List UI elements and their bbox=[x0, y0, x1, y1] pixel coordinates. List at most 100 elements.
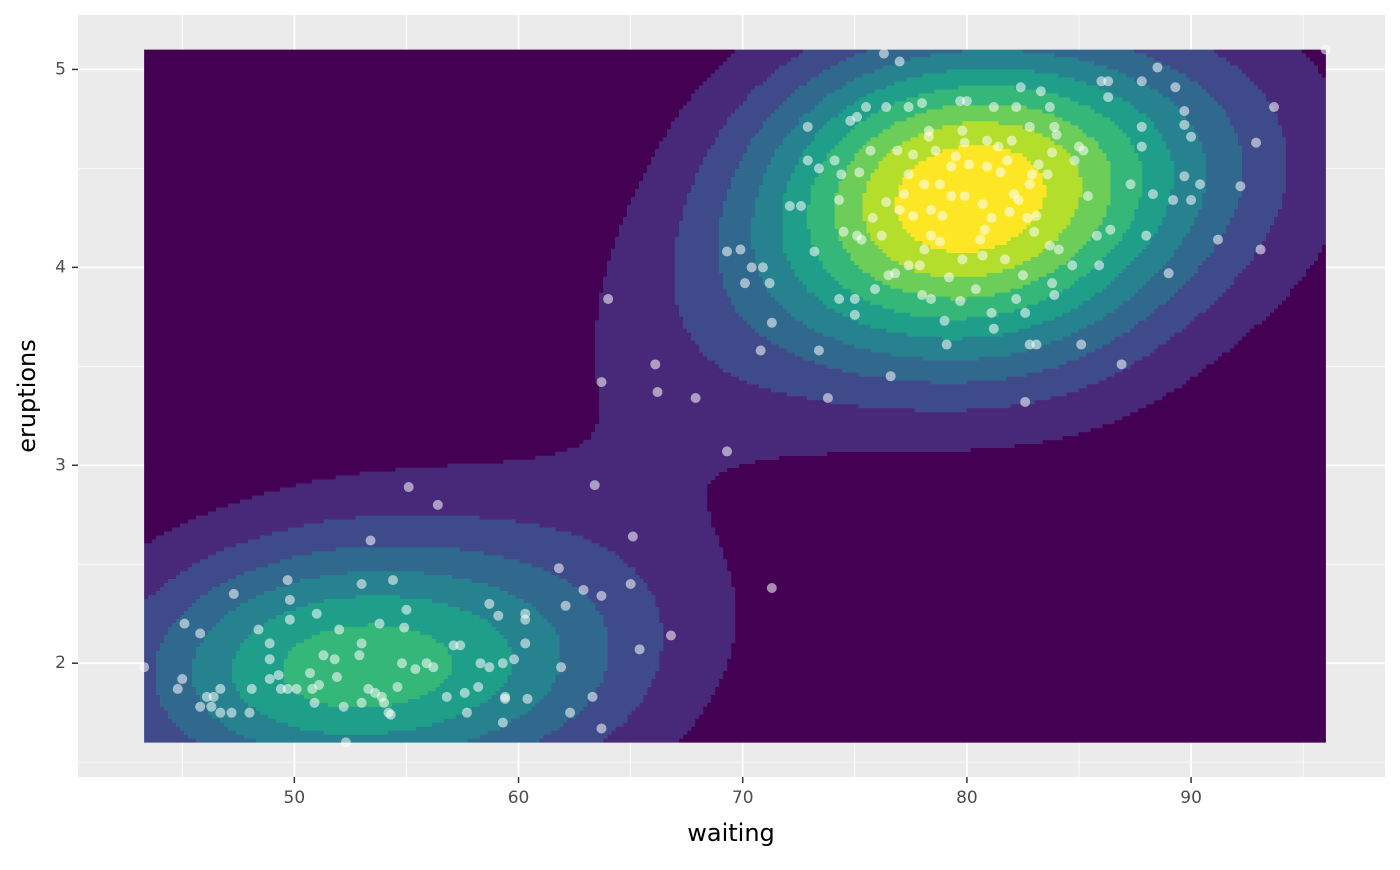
point bbox=[305, 668, 316, 679]
point bbox=[195, 628, 206, 639]
point bbox=[917, 98, 928, 109]
point bbox=[1082, 191, 1093, 202]
point bbox=[208, 691, 219, 702]
point bbox=[934, 179, 945, 190]
x-tick-label: 70 bbox=[732, 788, 754, 808]
point bbox=[365, 535, 376, 546]
point bbox=[941, 339, 952, 350]
point bbox=[244, 707, 255, 718]
point bbox=[867, 212, 878, 223]
x-tick-label: 80 bbox=[956, 788, 978, 808]
point bbox=[215, 707, 226, 718]
y-tick-label: 3 bbox=[55, 455, 66, 475]
point bbox=[172, 683, 183, 694]
point bbox=[1152, 62, 1163, 73]
point bbox=[459, 687, 470, 698]
point bbox=[836, 169, 847, 180]
point bbox=[1125, 179, 1136, 190]
point bbox=[587, 691, 598, 702]
point bbox=[1076, 339, 1087, 350]
point bbox=[356, 579, 367, 590]
point bbox=[195, 701, 206, 712]
point bbox=[950, 151, 961, 162]
point bbox=[926, 294, 937, 305]
point bbox=[578, 584, 589, 595]
point bbox=[1078, 145, 1089, 156]
point bbox=[484, 662, 495, 673]
point bbox=[1026, 169, 1037, 180]
point bbox=[1105, 224, 1116, 235]
point bbox=[1251, 137, 1262, 148]
point bbox=[813, 345, 824, 356]
point bbox=[766, 317, 777, 328]
point bbox=[1103, 92, 1114, 103]
point bbox=[838, 226, 849, 237]
point bbox=[410, 664, 421, 675]
point bbox=[1269, 102, 1280, 113]
point bbox=[1103, 76, 1114, 87]
point bbox=[959, 191, 970, 202]
point bbox=[881, 197, 892, 208]
point bbox=[1051, 129, 1062, 140]
point bbox=[934, 236, 945, 247]
point bbox=[1179, 105, 1190, 116]
point bbox=[856, 234, 867, 245]
point bbox=[1320, 44, 1331, 55]
point bbox=[273, 670, 284, 681]
point bbox=[894, 56, 905, 67]
point bbox=[926, 204, 937, 215]
point bbox=[177, 674, 188, 685]
point bbox=[961, 96, 972, 107]
point bbox=[849, 294, 860, 305]
point bbox=[396, 658, 407, 669]
point bbox=[995, 167, 1006, 178]
point bbox=[878, 48, 889, 59]
point bbox=[1047, 147, 1058, 158]
point bbox=[1136, 141, 1147, 152]
point bbox=[565, 707, 576, 718]
point bbox=[977, 199, 988, 210]
density-band bbox=[144, 49, 1326, 743]
point bbox=[282, 575, 293, 586]
point bbox=[318, 650, 329, 661]
point bbox=[1011, 294, 1022, 305]
point bbox=[795, 200, 806, 211]
point bbox=[899, 189, 910, 200]
point bbox=[1067, 260, 1078, 271]
point bbox=[650, 359, 661, 370]
point bbox=[1024, 179, 1035, 190]
point bbox=[1136, 76, 1147, 87]
point bbox=[766, 582, 777, 593]
point bbox=[1031, 210, 1042, 221]
point bbox=[957, 125, 968, 136]
density-band bbox=[156, 49, 1243, 743]
point bbox=[1168, 195, 1179, 206]
point bbox=[139, 662, 150, 673]
point bbox=[1094, 260, 1105, 271]
point bbox=[986, 307, 997, 318]
point bbox=[746, 262, 757, 273]
point bbox=[869, 284, 880, 295]
point bbox=[690, 392, 701, 403]
point bbox=[1163, 268, 1174, 279]
point bbox=[1015, 82, 1026, 93]
point bbox=[822, 392, 833, 403]
point bbox=[340, 737, 351, 748]
point bbox=[982, 135, 993, 146]
point bbox=[917, 290, 928, 301]
point bbox=[739, 278, 750, 289]
point bbox=[1179, 119, 1190, 130]
point bbox=[993, 141, 1004, 152]
point bbox=[1170, 82, 1181, 93]
point bbox=[943, 272, 954, 283]
point bbox=[1002, 155, 1013, 166]
point bbox=[1035, 86, 1046, 97]
point bbox=[903, 169, 914, 180]
point bbox=[473, 681, 484, 692]
point bbox=[1033, 159, 1044, 170]
point bbox=[1024, 121, 1035, 132]
point bbox=[500, 693, 511, 704]
point bbox=[926, 230, 937, 241]
point bbox=[890, 268, 901, 279]
point bbox=[834, 195, 845, 206]
